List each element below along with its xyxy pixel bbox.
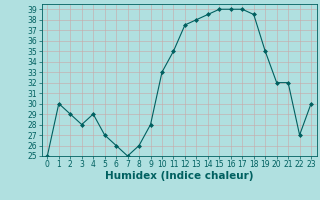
X-axis label: Humidex (Indice chaleur): Humidex (Indice chaleur)	[105, 171, 253, 181]
